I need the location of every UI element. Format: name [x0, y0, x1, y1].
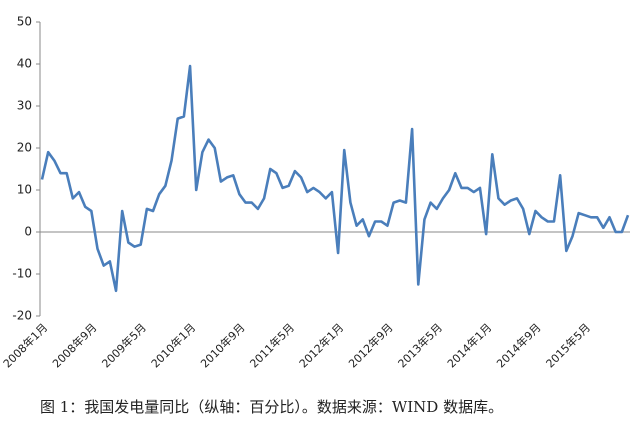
y-tick-label: 0: [24, 225, 32, 239]
y-tick-label: 40: [17, 57, 32, 71]
x-tick-label: 2012年1月: [296, 320, 346, 370]
x-tick-label: 2013年5月: [395, 320, 445, 370]
y-tick-label: 30: [17, 99, 32, 113]
x-tick-label: 2014年9月: [494, 320, 544, 370]
y-tick-label: -10: [12, 267, 32, 281]
x-tick-label: 2011年5月: [247, 320, 297, 370]
x-tick-label: 2008年1月: [0, 320, 50, 370]
y-tick-label: -20: [12, 309, 32, 323]
caption: 图 1：我国发电量同比（纵轴：百分比）。数据来源：WIND 数据库。: [40, 398, 503, 416]
y-tick-label: 10: [17, 183, 32, 197]
data-line: [40, 64, 630, 293]
y-tick-label: 50: [17, 15, 32, 29]
x-tick-label: 2012年9月: [345, 320, 395, 370]
y-tick-label: 20: [17, 141, 32, 155]
x-tick-label: 2014年1月: [444, 320, 494, 370]
x-tick-label: 2015年5月: [543, 320, 593, 370]
x-tick-label: 2010年1月: [148, 320, 198, 370]
x-tick-label: 2008年9月: [49, 320, 99, 370]
x-tick-label: 2009年5月: [99, 320, 149, 370]
x-tick-label: 2010年9月: [197, 320, 247, 370]
